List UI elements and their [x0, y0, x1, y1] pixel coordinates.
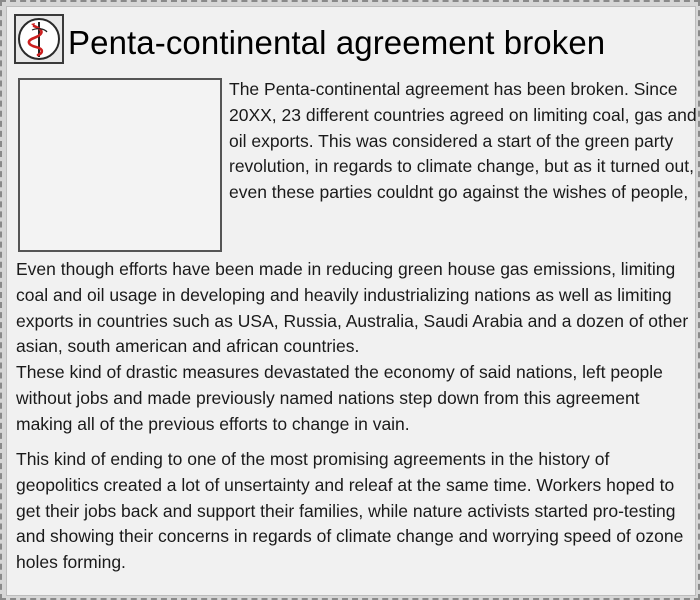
article-image-placeholder [18, 78, 222, 252]
body-paragraph-1: Even though efforts have been made in re… [16, 259, 689, 357]
body-section-1: Even though efforts have been made in re… [16, 257, 694, 438]
body-paragraph-3: This kind of ending to one of the most p… [16, 449, 684, 573]
caduceus-emblem-icon [14, 14, 64, 64]
intro-paragraph: The Penta-continental agreement has been… [229, 79, 697, 203]
emblem-svg [18, 18, 60, 60]
body-paragraph-2: These kind of drastic measures devastate… [16, 362, 663, 434]
article-title: Penta-continental agreement broken [68, 24, 606, 61]
